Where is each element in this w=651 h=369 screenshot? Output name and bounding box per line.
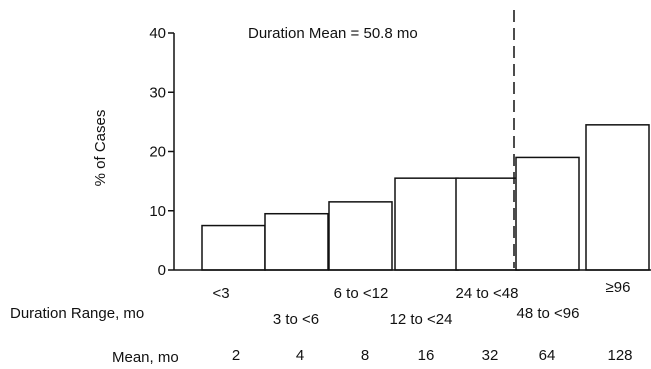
mean-value: 2 (232, 347, 240, 364)
category-label: 12 to <24 (390, 311, 453, 328)
category-label: 24 to <48 (456, 285, 519, 302)
bar (515, 156, 580, 271)
mean-value: 64 (539, 347, 556, 364)
mean-value: 4 (296, 347, 304, 364)
category-label: 6 to <12 (334, 285, 389, 302)
y-tick-label: 0 (158, 262, 166, 279)
bar (264, 212, 329, 271)
mean-row-label: Mean, mo (112, 349, 179, 366)
mean-annotation-label: Duration Mean = 50.8 mo (248, 25, 418, 42)
y-tick-label: 40 (149, 25, 166, 42)
y-tick-label: 10 (149, 203, 166, 220)
duration-range-row-label: Duration Range, mo (10, 305, 144, 322)
mean-value: 8 (361, 347, 369, 364)
bars (174, 124, 651, 271)
category-label: 48 to <96 (517, 305, 580, 322)
y-tick-label: 30 (149, 84, 166, 101)
y-axis-title: % of Cases (92, 110, 109, 187)
bar (585, 124, 650, 271)
mean-value: 32 (482, 347, 499, 364)
y-tick-label: 20 (149, 144, 166, 161)
mean-value: 16 (418, 347, 435, 364)
mean-value: 128 (607, 347, 632, 364)
category-label: <3 (212, 285, 229, 302)
bar (201, 224, 266, 271)
bar (328, 201, 393, 271)
category-label: ≥96 (606, 279, 631, 296)
bar (394, 177, 459, 271)
category-label: 3 to <6 (273, 311, 319, 328)
bar (455, 177, 520, 271)
y-axis: 0 10 20 30 40 (149, 25, 175, 279)
